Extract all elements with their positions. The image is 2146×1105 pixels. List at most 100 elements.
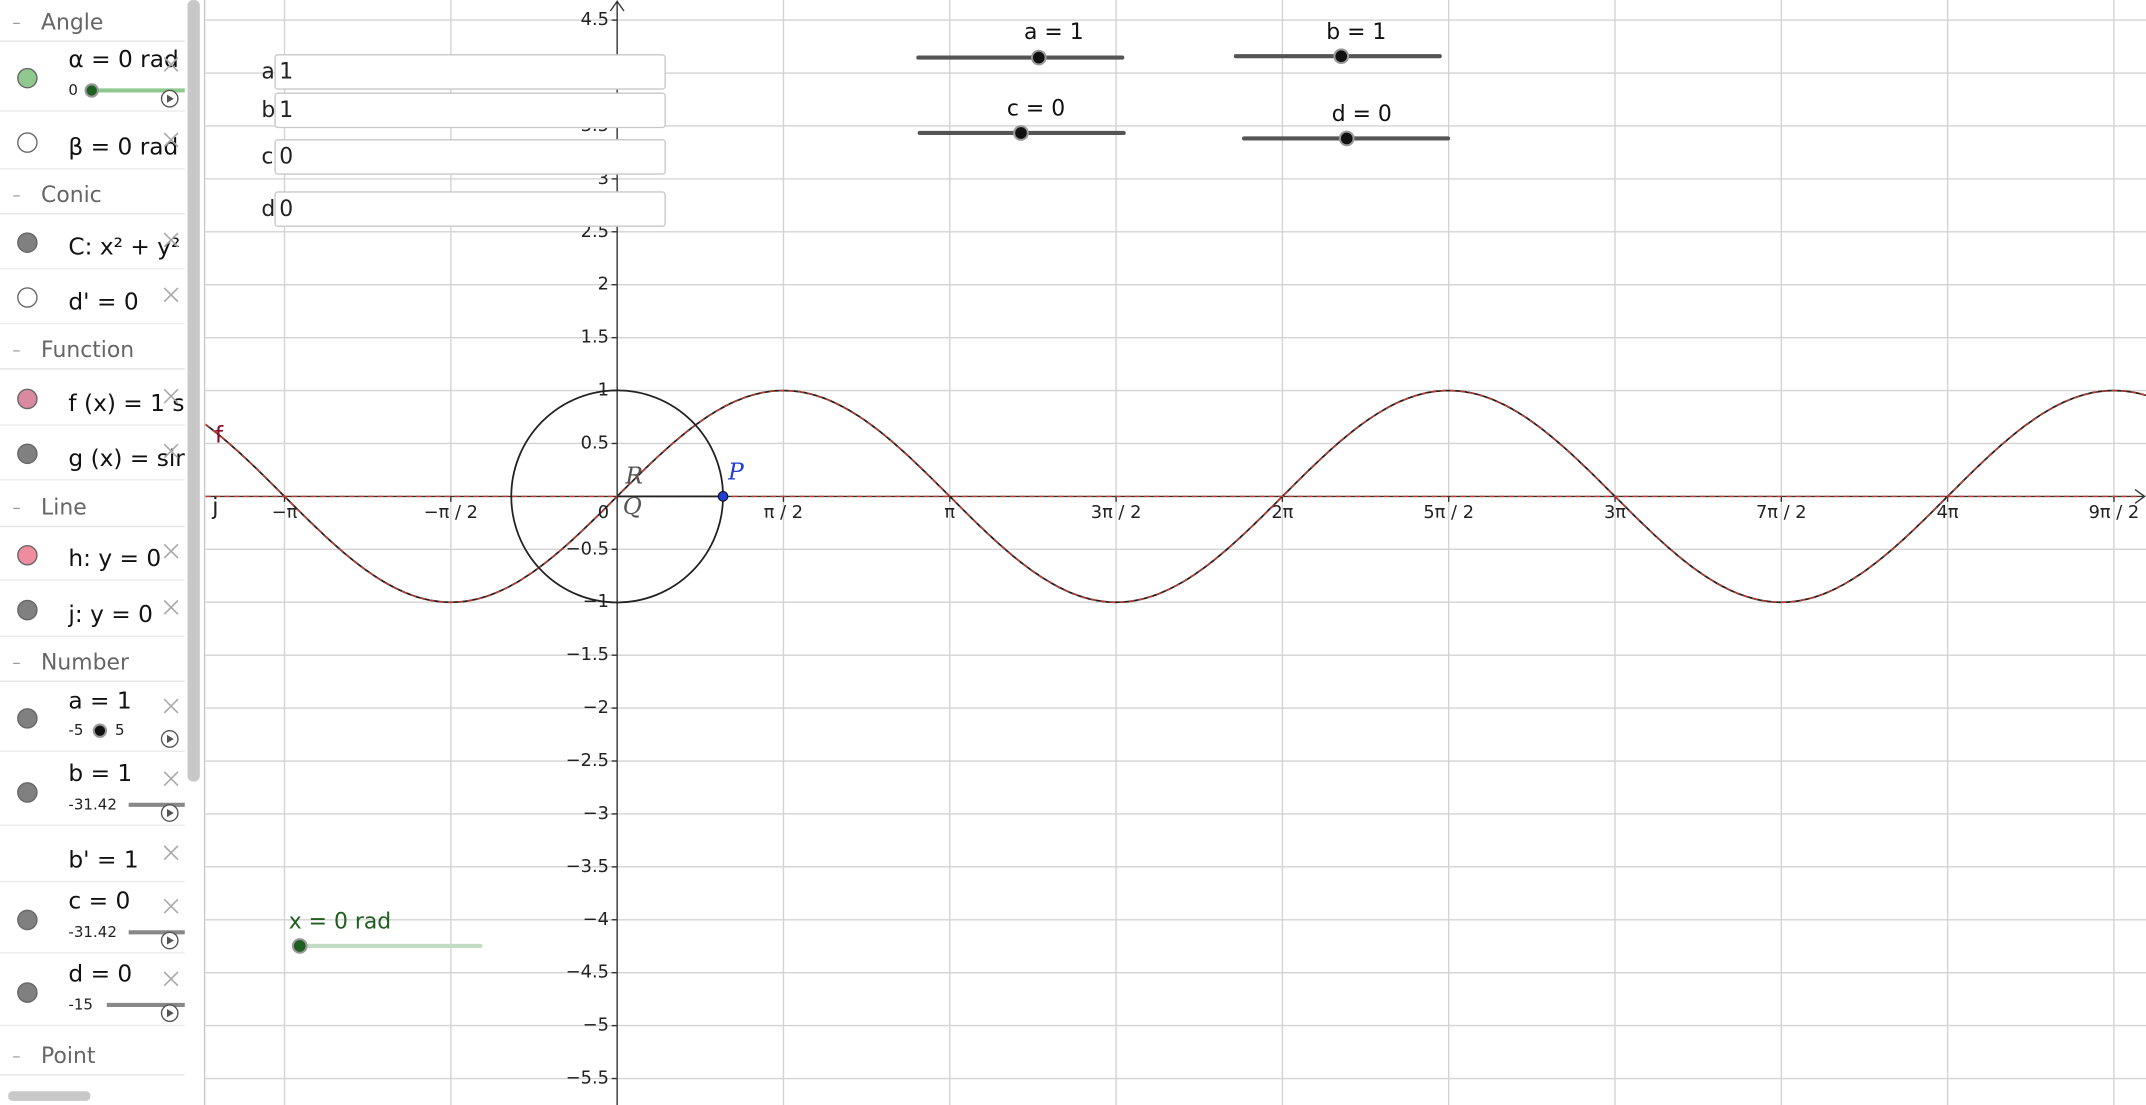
point-p[interactable] — [717, 491, 729, 502]
delete-button[interactable] — [163, 132, 179, 148]
slider-knob[interactable] — [1030, 49, 1047, 66]
y-tick-label: −3 — [583, 803, 609, 824]
delete-button[interactable] — [163, 543, 179, 559]
input-label: c — [261, 145, 273, 170]
horizontal-scrollbar[interactable] — [8, 1091, 91, 1101]
y-tick-label: −3.5 — [566, 856, 609, 877]
input-label: b — [261, 98, 275, 123]
input-label: d — [261, 197, 275, 222]
slider-min: -31.42 — [68, 923, 116, 941]
input-box[interactable] — [274, 139, 666, 175]
slider-min: -15 — [68, 995, 93, 1013]
algebra-item[interactable]: β = 0 rad — [68, 134, 178, 161]
delete-button[interactable] — [163, 56, 179, 72]
x-tick-label: π — [944, 502, 955, 523]
object-label: f — [215, 421, 224, 448]
y-tick-label: −4 — [583, 909, 609, 930]
slider-max: 5 — [115, 721, 125, 739]
algebra-item[interactable]: C: x² + y² — [68, 234, 180, 261]
collapse-toggle[interactable]: – — [12, 653, 20, 672]
play-icon — [166, 808, 174, 818]
y-tick-label: −5.5 — [566, 1068, 609, 1089]
input-value: 0 — [279, 197, 293, 222]
slider-knob[interactable] — [1338, 130, 1355, 147]
algebra-item[interactable]: d = 0 — [68, 960, 132, 987]
visibility-toggle[interactable] — [17, 443, 38, 465]
visibility-toggle[interactable] — [17, 132, 38, 153]
algebra-item[interactable]: b = 1 — [68, 760, 132, 787]
visibility-toggle[interactable] — [17, 232, 38, 253]
input-box[interactable] — [274, 92, 666, 129]
visibility-toggle[interactable] — [17, 982, 38, 1003]
section-title: Angle — [41, 10, 103, 35]
y-axis-arrow — [609, 0, 625, 12]
algebra-items: – Angle α = 0 rad 0 β = 0 rad – Conic C: x² + y… — [0, 10, 190, 1076]
collapse-toggle[interactable]: – — [12, 340, 20, 359]
algebra-item[interactable]: d' = 0 — [68, 288, 138, 315]
algebra-item[interactable]: j: y = 0 — [67, 601, 152, 628]
slider-knob[interactable] — [1333, 48, 1350, 65]
input-value: 1 — [279, 98, 293, 123]
x-tick-label: π / 2 — [764, 502, 803, 523]
visibility-toggle[interactable] — [17, 909, 38, 931]
delete-button[interactable] — [163, 599, 179, 615]
x-tick-label: 2π — [1271, 502, 1293, 523]
y-tick-label: −1.5 — [566, 644, 609, 665]
y-tick-label: 1 — [598, 380, 609, 401]
input-box[interactable] — [274, 54, 666, 90]
play-icon — [166, 1009, 174, 1018]
y-tick-label: −5 — [583, 1015, 609, 1036]
y-tick-label: 2 — [598, 274, 609, 295]
collapse-toggle[interactable]: – — [12, 498, 20, 517]
y-tick-label: 4.5 — [581, 9, 609, 30]
slider-min: -31.42 — [68, 795, 116, 813]
input-box[interactable] — [274, 191, 666, 227]
visibility-toggle[interactable] — [17, 287, 38, 308]
algebra-item[interactable]: f (x) = 1 s — [68, 390, 184, 417]
visibility-toggle[interactable] — [17, 782, 38, 803]
visibility-toggle[interactable] — [17, 708, 38, 729]
algebra-item[interactable]: a = 1 — [68, 687, 131, 714]
slider-label: a = 1 — [1024, 20, 1084, 45]
vertical-scrollbar[interactable] — [187, 0, 200, 782]
visibility-toggle[interactable] — [17, 388, 38, 410]
slider-knob[interactable] — [1013, 125, 1029, 141]
slider-label: d = 0 — [1332, 102, 1392, 127]
slider-min: 0 — [68, 81, 78, 99]
algebra-item[interactable]: c = 0 — [68, 888, 130, 915]
play-icon — [166, 936, 174, 945]
object-label: P — [727, 458, 744, 485]
delete-button[interactable] — [163, 388, 179, 404]
delete-button[interactable] — [163, 232, 179, 248]
y-tick-label: 3 — [598, 168, 609, 189]
slider-min: -5 — [68, 721, 83, 739]
slider-knob[interactable] — [84, 83, 99, 98]
collapse-toggle[interactable]: – — [12, 1047, 20, 1066]
algebra-item[interactable]: g (x) = sin — [68, 445, 190, 472]
delete-button[interactable] — [163, 443, 179, 459]
section-title: Conic — [41, 183, 102, 208]
delete-button[interactable] — [163, 845, 179, 861]
visibility-toggle[interactable] — [17, 599, 38, 621]
delete-button[interactable] — [163, 771, 179, 787]
input-value: 1 — [279, 60, 293, 85]
visibility-toggle[interactable] — [17, 544, 38, 566]
visibility-toggle[interactable] — [17, 67, 38, 89]
x-tick-label: −π — [272, 502, 298, 523]
slider-knob[interactable] — [92, 723, 108, 738]
delete-button[interactable] — [163, 971, 179, 987]
algebra-item[interactable]: α = 0 rad — [68, 46, 178, 73]
x-tick-label: 7π / 2 — [1756, 502, 1807, 523]
collapse-toggle[interactable]: – — [12, 13, 20, 32]
object-label: Q — [623, 493, 642, 520]
x-tick-label: 3π — [1604, 502, 1626, 523]
delete-button[interactable] — [163, 287, 179, 303]
delete-button[interactable] — [163, 898, 179, 914]
delete-button[interactable] — [163, 698, 179, 714]
object-label: R — [624, 463, 643, 490]
section-title: Function — [41, 338, 134, 363]
algebra-item[interactable]: b' = 1 — [68, 846, 138, 873]
algebra-item[interactable]: h: y = 0 — [68, 545, 161, 572]
collapse-toggle[interactable]: – — [12, 186, 20, 205]
slider-knob[interactable] — [291, 938, 308, 954]
